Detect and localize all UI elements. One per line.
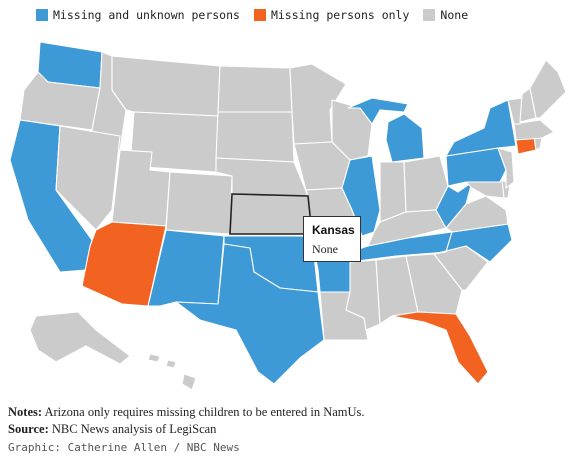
- states-layer: [9, 41, 567, 391]
- legend-label: None: [440, 8, 469, 22]
- state-New York: [445, 99, 517, 157]
- us-states-map: [9, 41, 567, 391]
- legend-item-missing-and-unknown: Missing and unknown persons: [36, 8, 240, 22]
- graphic-credit: Graphic: Catherine Allen / NBC News: [8, 441, 240, 454]
- state-Florida: [391, 311, 489, 385]
- notes-text: Arizona only requires missing children t…: [42, 405, 365, 419]
- notes-label: Notes:: [8, 405, 43, 419]
- tooltip-value: None: [312, 242, 338, 256]
- footer: Notes: Arizona only requires missing chi…: [8, 404, 365, 456]
- state-Maine: [529, 59, 567, 119]
- state-Michigan: [347, 97, 425, 163]
- state-Montana: [111, 55, 221, 117]
- state-Nevada: [55, 125, 121, 231]
- state-tooltip: Kansas None: [303, 216, 361, 262]
- source-label: Source:: [8, 422, 49, 436]
- state-Georgia: [405, 253, 463, 315]
- legend-item-missing-only: Missing persons only: [253, 8, 410, 22]
- state-Hawaii: [147, 353, 197, 391]
- legend-item-none: None: [423, 8, 468, 22]
- state-Maryland: [465, 179, 505, 199]
- source-text: NBC News analysis of LegiScan: [48, 422, 217, 436]
- legend-label: Missing and unknown persons: [53, 8, 240, 22]
- state-Arizona: [81, 221, 167, 307]
- state-Texas: [175, 243, 325, 385]
- state-Kansas: [229, 193, 313, 235]
- notes-line: Notes: Arizona only requires missing chi…: [8, 404, 365, 421]
- tooltip-state-name: Kansas: [312, 223, 355, 237]
- legend: Missing and unknown persons Missing pers…: [36, 6, 468, 24]
- state-Illinois: [341, 155, 381, 237]
- state-Minnesota: [289, 63, 347, 145]
- source-line: Source: NBC News analysis of LegiScan: [8, 421, 365, 438]
- legend-label: Missing persons only: [270, 8, 410, 22]
- state-Massachusetts: [513, 119, 555, 141]
- state-South Dakota: [215, 111, 295, 163]
- legend-swatch-blue: [36, 9, 48, 21]
- state-Vermont: [507, 97, 523, 125]
- legend-swatch-orange: [253, 9, 266, 21]
- state-New Jersey: [497, 147, 515, 189]
- state-Colorado: [165, 171, 233, 235]
- legend-swatch-gray: [423, 9, 436, 21]
- state-North Dakota: [217, 65, 293, 113]
- state-Alaska: [29, 311, 131, 365]
